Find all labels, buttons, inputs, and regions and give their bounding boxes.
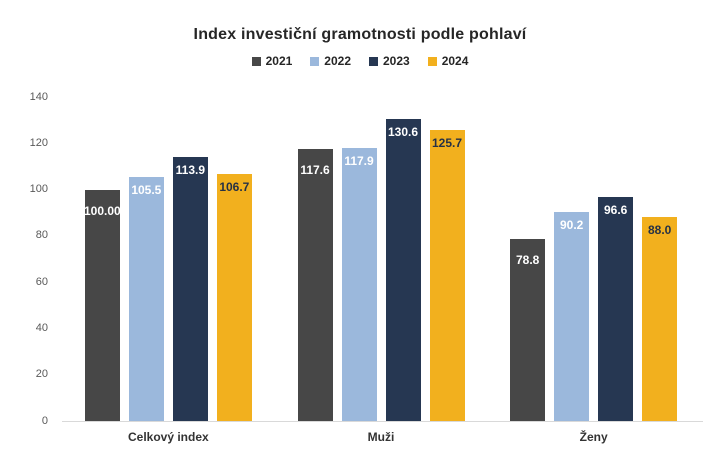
x-axis-line [62, 421, 703, 422]
bar-2022: 105.5 [128, 176, 164, 421]
legend-label: 2024 [441, 54, 469, 68]
bar-value-label: 105.5 [131, 182, 162, 197]
legend-swatch-icon [310, 56, 320, 66]
legend-item-2021: 2021 [251, 54, 293, 68]
legend-label: 2021 [265, 54, 293, 68]
legend-item-2023: 2023 [369, 54, 410, 68]
plot-area: 100.00 105.5 113.9 106.7 117.6 117.9 130.6 125.… [62, 97, 700, 421]
bar-value-label: 113.9 [175, 163, 206, 178]
bar-value-label: 117.6 [300, 162, 330, 177]
bar-2022: 90.2 [554, 212, 590, 421]
bar-2024: 106.7 [216, 174, 252, 421]
bar-2023: 96.6 [598, 197, 634, 421]
category-group-3: 78.8 90.2 96.6 88.0 [487, 97, 700, 421]
bar-value-label: 106.7 [219, 180, 250, 195]
legend-item-2024: 2024 [427, 54, 469, 68]
bar-2022: 117.9 [341, 148, 377, 421]
y-tick-label: 40 [35, 321, 48, 334]
legend-swatch-icon [251, 56, 261, 66]
bar-value-label: 90.2 [559, 218, 584, 233]
category-label: Ženy [579, 430, 608, 444]
y-tick-label: 0 [41, 414, 48, 427]
bar-2024: 88.0 [642, 217, 678, 421]
bar-2021: 117.6 [297, 148, 333, 421]
y-tick-label: 80 [35, 229, 48, 242]
category-label: Muži [367, 430, 395, 444]
y-tick-label: 60 [35, 275, 48, 288]
legend-item-2022: 2022 [310, 54, 351, 68]
bar-2024: 125.7 [429, 130, 465, 421]
bar-value-label: 130.6 [387, 124, 419, 139]
legend-swatch-icon [369, 56, 378, 66]
y-axis: 0 20 40 60 80 100 120 140 [0, 0, 48, 458]
bar-value-label: 88.0 [647, 223, 672, 238]
y-tick-label: 100 [29, 183, 48, 196]
bar-2023: 113.9 [172, 157, 208, 421]
y-tick-label: 140 [29, 90, 48, 103]
y-tick-label: 120 [29, 136, 48, 149]
bar-value-label: 96.6 [603, 203, 628, 218]
legend-label: 2023 [383, 54, 410, 68]
x-axis-labels: Celkový index Muži Ženy [62, 430, 700, 444]
bar-value-label: 78.8 [515, 252, 540, 267]
y-tick-label: 20 [35, 368, 48, 381]
bar-value-label: 117.9 [344, 154, 374, 169]
category-group-1: 100.00 105.5 113.9 106.7 [62, 97, 275, 421]
legend-label: 2022 [324, 54, 351, 68]
bar-value-label: 100.00 [83, 203, 121, 218]
bar-2021: 78.8 [510, 238, 546, 421]
bar-2023: 130.6 [385, 118, 421, 421]
category-label: Celkový index [127, 430, 209, 444]
bar-2021: 100.00 [83, 189, 121, 421]
legend: 2021 2022 2023 2024 [0, 54, 720, 68]
bar-value-label: 125.7 [431, 136, 463, 151]
category-group-2: 117.6 117.9 130.6 125.7 [275, 97, 488, 421]
legend-swatch-icon [427, 56, 437, 66]
chart-title: Index investiční gramotnosti podle pohla… [193, 26, 527, 43]
